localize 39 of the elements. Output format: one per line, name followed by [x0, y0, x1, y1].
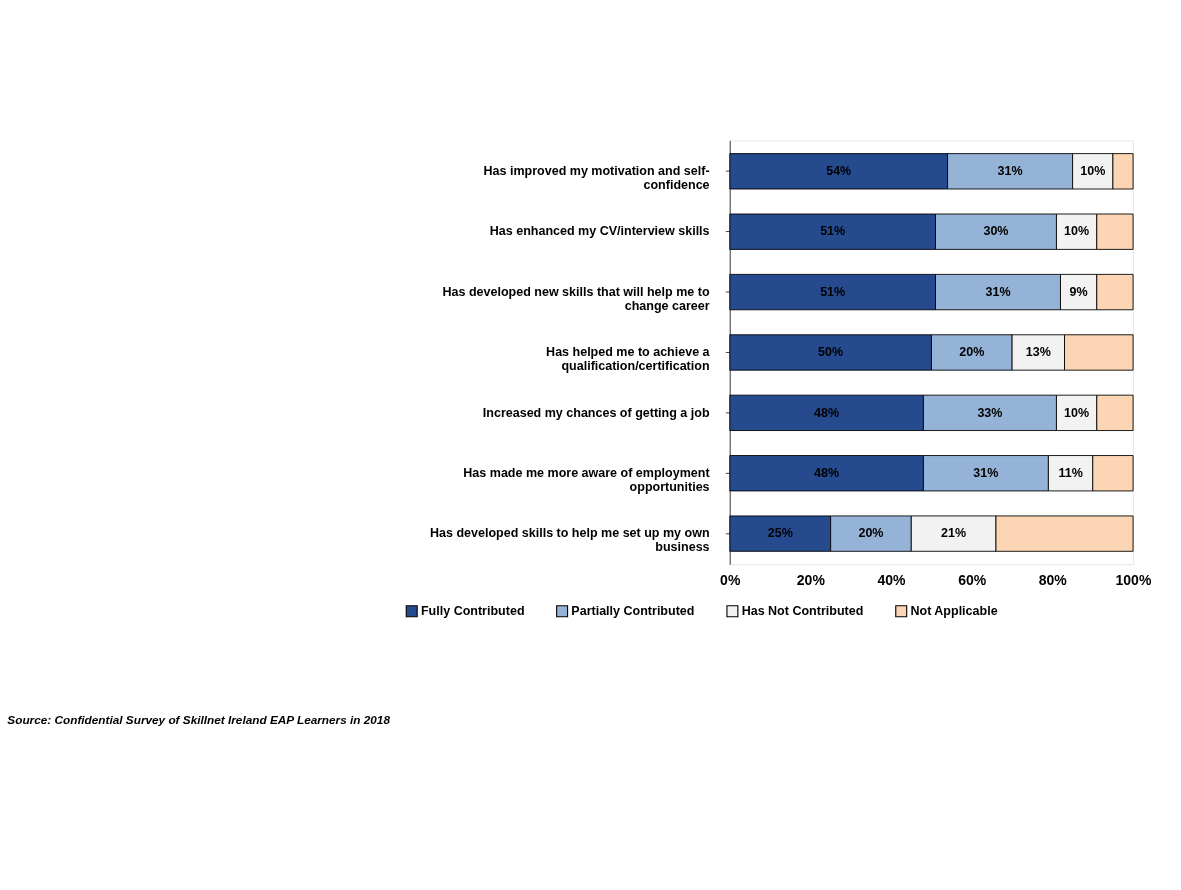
data-label: 11%: [1058, 465, 1083, 480]
data-label: 20%: [858, 526, 884, 541]
y-tick-label: Has developed skills to help me set up my own business: [429, 526, 710, 555]
y-tick-label: Has developed new skills that will help me to change career: [442, 284, 710, 313]
y-tick-label: Has enhanced my CV/interview skills: [489, 224, 710, 239]
x-tick-label: 20%: [796, 571, 826, 588]
data-label: 21%: [941, 526, 967, 541]
data-label: 51%: [820, 284, 846, 299]
data-label: 48%: [814, 465, 840, 480]
y-tick-label: Has helped me to achieve a qualification/certification: [546, 345, 711, 374]
data-label: 9%: [1069, 284, 1088, 299]
data-label: 31%: [985, 284, 1011, 299]
x-tick-label: 80%: [1038, 571, 1068, 588]
x-tick-label: 60%: [958, 571, 987, 588]
source-note: Source: Confidential Survey of Skillnet Ireland EAP Learners in 2018: [7, 713, 391, 727]
data-label: 50%: [818, 345, 844, 360]
data-label: 13%: [1025, 345, 1051, 360]
data-label: 31%: [973, 465, 999, 480]
y-tick-label: Increased my chances of getting a job: [482, 405, 710, 420]
x-tick-label: 100%: [1115, 571, 1152, 588]
y-tick-label: Has improved my motivation and self-confidence: [483, 164, 710, 193]
legend-label: Partially Contributed: [571, 603, 695, 618]
data-label: 51%: [820, 224, 846, 239]
legend-label: Not Applicable: [910, 603, 998, 618]
legend-label: Fully Contributed: [420, 603, 525, 618]
data-label: 25%: [767, 526, 793, 541]
x-tick-label: 40%: [877, 571, 907, 588]
data-label: 10%: [1064, 405, 1090, 420]
data-label: 20%: [959, 345, 985, 360]
data-label: 10%: [1080, 164, 1106, 178]
data-label: 30%: [983, 224, 1009, 239]
data-label: 33%: [977, 405, 1003, 420]
y-tick-label: Has made me more aware of employment opportunities: [463, 465, 711, 494]
data-label: 54%: [826, 164, 852, 178]
data-label: 31%: [997, 164, 1023, 178]
legend-label: Has Not Contributed: [741, 603, 864, 618]
data-label: 48%: [814, 405, 840, 420]
x-tick-label: 0%: [720, 571, 741, 588]
data-label: 10%: [1064, 224, 1090, 239]
